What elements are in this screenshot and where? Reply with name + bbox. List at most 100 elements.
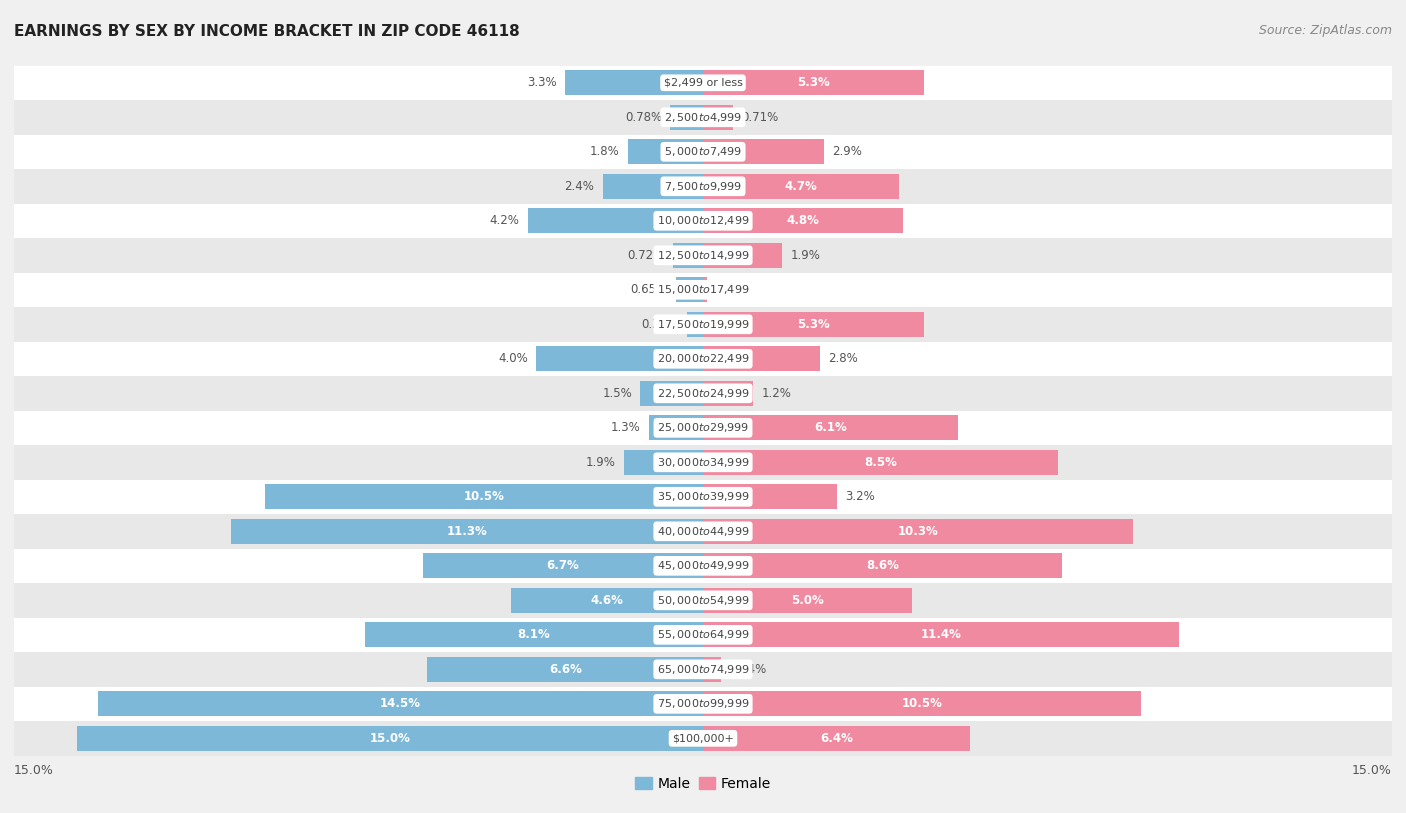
Text: $55,000 to $64,999: $55,000 to $64,999	[657, 628, 749, 641]
Bar	[0, 411, 1406, 445]
Text: 6.7%: 6.7%	[547, 559, 579, 572]
Text: 4.6%: 4.6%	[591, 593, 623, 606]
Bar	[628, 139, 703, 164]
Bar	[0, 66, 1406, 100]
Bar	[0, 203, 1406, 238]
Text: 1.9%: 1.9%	[585, 456, 616, 469]
Bar	[510, 588, 703, 613]
Text: 0.44%: 0.44%	[730, 663, 766, 676]
Text: $30,000 to $34,999: $30,000 to $34,999	[657, 456, 749, 469]
Text: 15.0%: 15.0%	[14, 764, 53, 777]
Bar	[703, 657, 721, 682]
Bar	[0, 307, 1406, 341]
Text: 15.0%: 15.0%	[1353, 764, 1392, 777]
Bar	[703, 554, 1062, 578]
Bar	[0, 687, 1406, 721]
Text: 8.1%: 8.1%	[517, 628, 550, 641]
Text: 3.3%: 3.3%	[527, 76, 557, 89]
Text: 0.72%: 0.72%	[627, 249, 665, 262]
Text: EARNINGS BY SEX BY INCOME BRACKET IN ZIP CODE 46118: EARNINGS BY SEX BY INCOME BRACKET IN ZIP…	[14, 24, 520, 39]
Text: $40,000 to $44,999: $40,000 to $44,999	[657, 525, 749, 538]
Bar	[648, 415, 703, 440]
Bar	[0, 272, 1406, 307]
Text: $65,000 to $74,999: $65,000 to $74,999	[657, 663, 749, 676]
Text: Source: ZipAtlas.com: Source: ZipAtlas.com	[1258, 24, 1392, 37]
Bar	[77, 726, 703, 750]
Bar	[703, 450, 1057, 475]
Bar	[0, 652, 1406, 687]
Bar	[703, 139, 824, 164]
Text: 4.2%: 4.2%	[489, 215, 519, 228]
Bar	[703, 726, 970, 750]
Bar	[703, 415, 957, 440]
Text: 1.2%: 1.2%	[762, 387, 792, 400]
Text: 1.8%: 1.8%	[589, 146, 620, 159]
Text: 1.9%: 1.9%	[790, 249, 821, 262]
Text: 14.5%: 14.5%	[380, 698, 420, 711]
Text: $2,500 to $4,999: $2,500 to $4,999	[664, 111, 742, 124]
Bar	[0, 721, 1406, 755]
Bar	[703, 243, 782, 267]
Text: $2,499 or less: $2,499 or less	[664, 78, 742, 88]
Text: $22,500 to $24,999: $22,500 to $24,999	[657, 387, 749, 400]
Text: 4.8%: 4.8%	[787, 215, 820, 228]
Bar	[364, 623, 703, 647]
Bar	[0, 583, 1406, 618]
Text: 0.65%: 0.65%	[630, 283, 668, 296]
Bar	[703, 519, 1133, 544]
Bar	[231, 519, 703, 544]
Bar	[703, 277, 707, 302]
Text: 0.71%: 0.71%	[741, 111, 779, 124]
Text: $100,000+: $100,000+	[672, 733, 734, 743]
Text: 0.09%: 0.09%	[716, 283, 752, 296]
Bar	[0, 445, 1406, 480]
Bar	[671, 105, 703, 130]
Bar	[0, 618, 1406, 652]
Bar	[673, 243, 703, 267]
Bar	[423, 554, 703, 578]
Bar	[0, 549, 1406, 583]
Text: 2.4%: 2.4%	[565, 180, 595, 193]
Text: 10.3%: 10.3%	[897, 525, 938, 538]
Bar	[686, 312, 703, 337]
Text: 2.9%: 2.9%	[832, 146, 862, 159]
Text: 8.5%: 8.5%	[865, 456, 897, 469]
Bar	[527, 208, 703, 233]
Bar	[703, 623, 1180, 647]
Text: 6.6%: 6.6%	[548, 663, 582, 676]
Bar	[703, 71, 924, 95]
Text: 6.4%: 6.4%	[820, 732, 853, 745]
Bar	[536, 346, 703, 372]
Text: $45,000 to $49,999: $45,000 to $49,999	[657, 559, 749, 572]
Bar	[703, 174, 900, 198]
Text: $50,000 to $54,999: $50,000 to $54,999	[657, 593, 749, 606]
Text: $17,500 to $19,999: $17,500 to $19,999	[657, 318, 749, 331]
Bar	[703, 346, 820, 372]
Bar	[703, 691, 1142, 716]
Bar	[0, 134, 1406, 169]
Text: $75,000 to $99,999: $75,000 to $99,999	[657, 698, 749, 711]
Bar	[624, 450, 703, 475]
Text: 11.3%: 11.3%	[447, 525, 488, 538]
Text: 10.5%: 10.5%	[464, 490, 505, 503]
Bar	[0, 480, 1406, 514]
Bar	[0, 100, 1406, 134]
Text: 4.0%: 4.0%	[498, 352, 527, 365]
Bar	[0, 514, 1406, 549]
Bar	[703, 312, 924, 337]
Bar	[703, 588, 911, 613]
Text: 5.3%: 5.3%	[797, 76, 830, 89]
Bar	[676, 277, 703, 302]
Bar	[97, 691, 703, 716]
Text: 6.1%: 6.1%	[814, 421, 846, 434]
Bar	[565, 71, 703, 95]
Text: 1.3%: 1.3%	[610, 421, 640, 434]
Text: 15.0%: 15.0%	[370, 732, 411, 745]
Text: $35,000 to $39,999: $35,000 to $39,999	[657, 490, 749, 503]
Text: $10,000 to $12,499: $10,000 to $12,499	[657, 215, 749, 228]
Text: $15,000 to $17,499: $15,000 to $17,499	[657, 283, 749, 296]
Text: 5.0%: 5.0%	[792, 593, 824, 606]
Bar	[0, 238, 1406, 272]
Bar	[0, 376, 1406, 411]
Bar	[264, 485, 703, 509]
